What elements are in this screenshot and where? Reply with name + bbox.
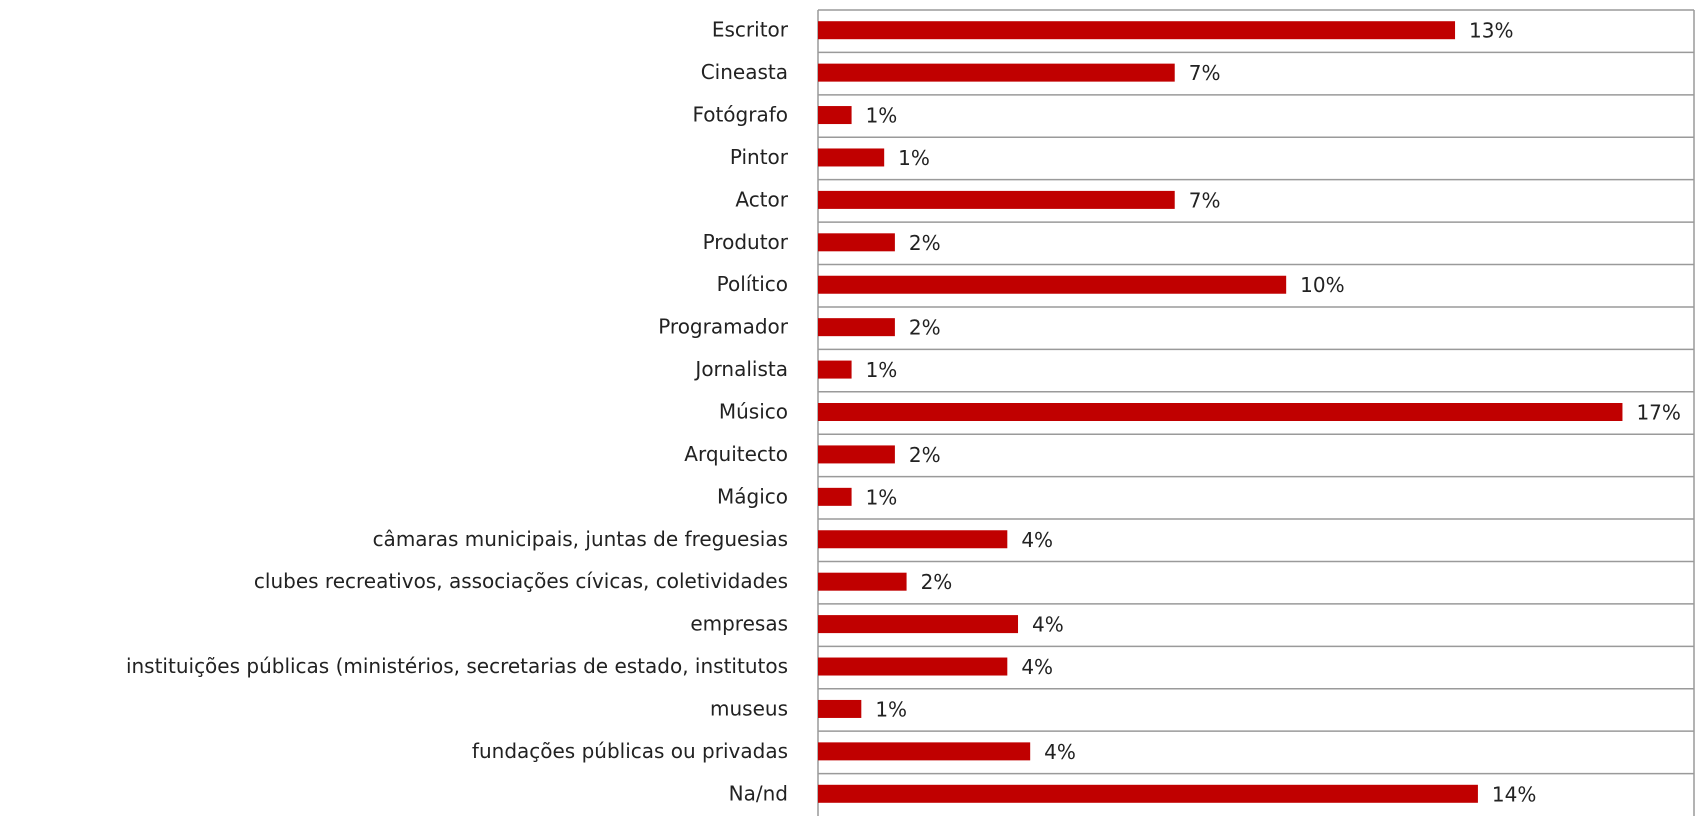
bar (818, 360, 852, 379)
y-tick-label: Programador (658, 315, 789, 339)
bar (818, 403, 1623, 421)
data-label: 10% (1300, 273, 1344, 297)
bar (818, 275, 1287, 294)
data-label: 7% (1189, 188, 1221, 212)
data-label: 1% (866, 358, 898, 382)
y-tick-label: Jornalista (693, 357, 788, 381)
bar (818, 318, 895, 337)
data-label: 17% (1636, 401, 1680, 425)
bar (818, 106, 852, 125)
data-label: 14% (1492, 782, 1536, 806)
bar (818, 699, 862, 718)
bar (818, 148, 885, 167)
data-label: 4% (1044, 740, 1076, 764)
y-tick-label: instituições públicas (ministérios, secr… (126, 654, 788, 678)
y-tick-label: museus (710, 696, 788, 720)
bar (818, 657, 1008, 676)
bar (818, 21, 1456, 40)
y-tick-label: Músico (719, 400, 788, 424)
data-label: 4% (1032, 613, 1064, 637)
data-label: 1% (866, 485, 898, 509)
y-tick-label: Político (717, 272, 788, 296)
data-label: 2% (909, 316, 941, 340)
y-tick-label: Pintor (730, 145, 789, 169)
y-tick-label: Arquitecto (684, 442, 788, 466)
y-tick-label: Na/nd (729, 781, 788, 805)
y-tick-label: empresas (690, 612, 788, 636)
bar (818, 63, 1175, 82)
y-tick-label: Actor (735, 187, 788, 211)
y-tick-label: Mágico (717, 484, 788, 508)
bar (818, 445, 895, 464)
bar (818, 742, 1031, 761)
y-tick-label: Cineasta (701, 60, 788, 84)
bar (818, 190, 1175, 209)
data-label: 4% (1021, 655, 1053, 679)
y-tick-label: Fotógrafo (692, 103, 788, 127)
y-tick-label: Escritor (712, 18, 789, 42)
data-label: 2% (909, 231, 941, 255)
y-tick-label: câmaras municipais, juntas de freguesias (373, 527, 788, 551)
data-label: 2% (909, 443, 941, 467)
data-label: 1% (875, 697, 907, 721)
data-label: 1% (898, 146, 930, 170)
data-label: 1% (866, 104, 898, 128)
y-tick-label: clubes recreativos, associações cívicas,… (254, 569, 788, 593)
bar (818, 784, 1478, 803)
bar (818, 487, 852, 506)
bar (818, 530, 1008, 549)
y-tick-label: Produtor (703, 230, 789, 254)
data-label: 2% (921, 570, 953, 594)
y-tick-label: fundações públicas ou privadas (472, 739, 788, 763)
bar (818, 615, 1019, 634)
data-label: 7% (1189, 61, 1221, 85)
bar (818, 233, 895, 252)
data-label: 4% (1021, 528, 1053, 552)
data-label: 13% (1469, 19, 1513, 43)
bar (818, 572, 907, 591)
